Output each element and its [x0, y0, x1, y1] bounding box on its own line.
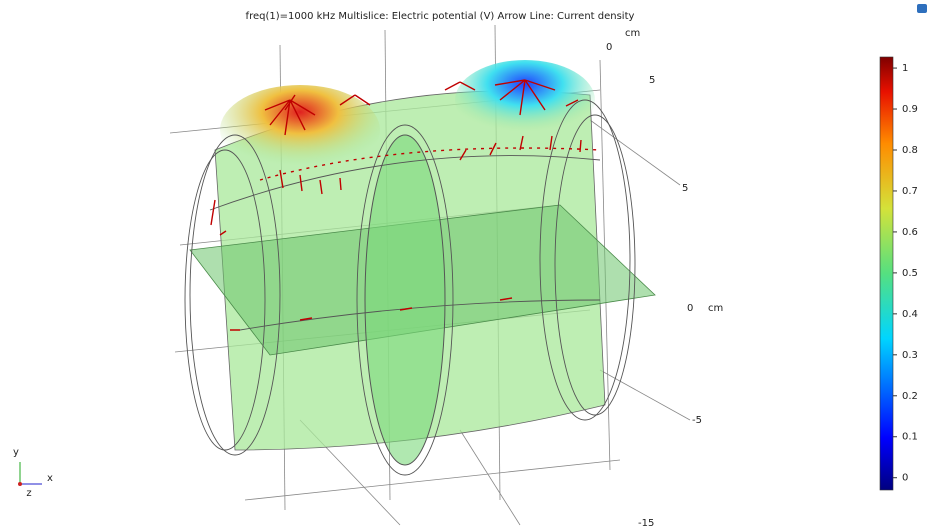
- colorbar: [880, 57, 893, 490]
- axis-tick-label: 5: [682, 183, 688, 194]
- axis-label: y: [13, 447, 19, 458]
- colorbar-tick-label: 1: [902, 63, 908, 74]
- axis-tick-label: 0: [606, 42, 612, 53]
- axis-label: z: [26, 488, 31, 499]
- axis-triad: [18, 462, 42, 486]
- axis-tick-label: 5: [649, 75, 655, 86]
- window-icon[interactable]: [917, 4, 927, 13]
- colorbar-tick-label: 0.7: [902, 186, 918, 197]
- axis-tick-label: -15: [638, 518, 654, 529]
- colorbar-tick-label: 0.8: [902, 145, 918, 156]
- colorbar-tick-label: 0: [902, 473, 908, 484]
- colorbar-tick-label: 0.3: [902, 350, 918, 361]
- colorbar-tick-label: 0.2: [902, 391, 918, 402]
- plot-window: freq(1)=1000 kHz Multislice: Electric po…: [0, 0, 935, 529]
- cylinder: [185, 60, 655, 475]
- plot-title: freq(1)=1000 kHz Multislice: Electric po…: [246, 11, 635, 22]
- axis-label: x: [47, 473, 53, 484]
- colorbar-tick-label: 0.9: [902, 104, 918, 115]
- axis-unit: cm: [708, 303, 723, 314]
- colorbar-tick-label: 0.4: [902, 309, 918, 320]
- axis-tick-label: 0: [687, 303, 693, 314]
- axis-unit: cm: [625, 28, 640, 39]
- colorbar-tick-label: 0.6: [902, 227, 918, 238]
- colorbar-tick-label: 0.5: [902, 268, 918, 279]
- axis-tick-label: -5: [692, 415, 702, 426]
- colorbar-tick-label: 0.1: [902, 432, 918, 443]
